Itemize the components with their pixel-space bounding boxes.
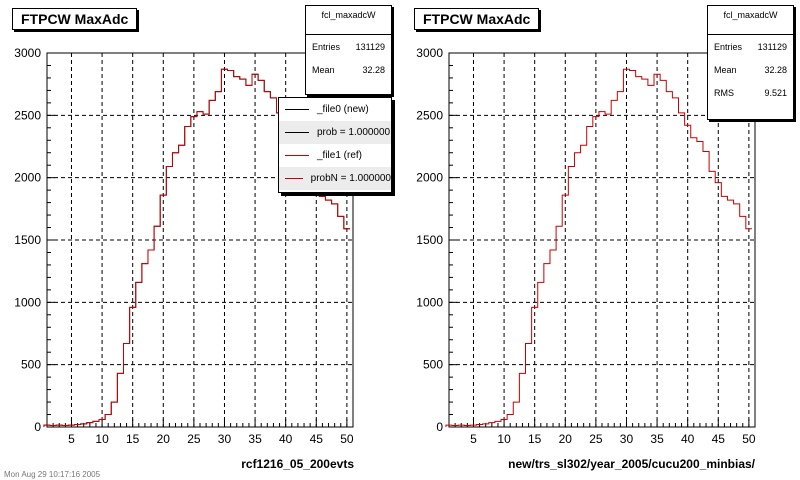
panel2-stats-rms-value: 9.521 [764,87,787,98]
panel2-y-tick-label: 3000 [416,46,443,60]
panel2-y-tick-label: 2500 [416,108,443,122]
panel1-title: FTPCW MaxAdc [12,8,138,30]
panel2-stats-mean-value: 32.28 [764,64,787,75]
panel2-x-tick-label: 35 [650,432,664,446]
panel1-x-axis-label: rcf1216_05_200evts [241,457,354,471]
panel1-stats-entries: Entries 131129 [306,35,391,58]
panel2-x-tick-label: 5 [470,432,477,446]
panel2-stats-entries-label: Entries [714,41,743,52]
panel2-x-tick-label: 25 [589,432,603,446]
panel2-stats-entries-value: 131129 [757,41,787,52]
legend-line-black [285,132,309,133]
legend-item-file1: _file1 (ref) [279,144,391,167]
legend-label-prob: prob = 1.000000 [317,127,391,138]
panel2-stats-entries: Entries 131129 [708,35,793,58]
panel1-stats-mean: Mean 32.28 [306,58,391,81]
timestamp: Mon Aug 29 10:17:16 2005 [4,470,101,479]
panel1-y-tick-label: 1500 [14,233,41,247]
legend-label-file1: _file1 (ref) [317,150,363,161]
panel1-x-tick-label: 45 [310,432,324,446]
panel2-y-tick-label: 1000 [416,295,443,309]
panel2-plot: 5 10 15 20 25 30 35 40 45 50050010001500200025003… [416,46,756,446]
panel1-y-tick-label: 3000 [14,46,41,60]
panel2-stats-name: fcl_maxadcW [708,6,793,35]
panel1-stats-mean-value: 32.28 [362,64,385,75]
legend-item-prob: prob = 1.000000 [279,121,391,144]
legend-line-red [285,178,303,179]
panel2-x-tick-label: 40 [681,432,695,446]
legend-item-probn: probN = 1.000000 [279,167,391,190]
legend-item-file0: _file0 (new) [279,98,391,121]
panel2-stats-rms-label: RMS [714,87,734,98]
panel1-stats-entries-label: Entries [312,41,341,52]
panel2-y-tick-label: 1500 [416,233,443,247]
legend-line-black [285,109,309,110]
panel1-x-tick-label: 20 [157,432,171,446]
panel1-y-tick-label: 2000 [14,171,41,185]
legend-line-red [285,155,309,156]
panel1-x-tick-label: 35 [248,432,262,446]
legend-label-file0: _file0 (new) [317,104,369,115]
panel2-y-tick-label: 500 [423,358,443,372]
panel1-x-tick-label: 25 [187,432,201,446]
panel2-stats-mean-label: Mean [714,64,737,75]
panel1-y-tick-label: 1000 [14,295,41,309]
panel1-y-tick-label: 2500 [14,108,41,122]
panel1-x-tick-label: 30 [218,432,232,446]
panel2-x-tick-label: 50 [742,432,756,446]
panel1-stats-entries-value: 131129 [355,41,385,52]
panel2-y-tick-label: 0 [436,420,443,434]
panel1-y-tick-label: 0 [34,420,41,434]
panel1-legend: _file0 (new) prob = 1.000000 _file1 (ref… [278,97,392,193]
panel2-x-tick-label: 20 [559,432,573,446]
panel1-y-tick-label: 500 [21,358,41,372]
panel2-x-axis-label: new/trs_sl302/year_2005/cucu200_minbias/ [508,457,755,471]
panel2-y-tick-label: 2000 [416,171,443,185]
panel1-stats-mean-label: Mean [312,64,335,75]
panel1-x-tick-label: 10 [95,432,109,446]
panel2-stats-box: fcl_maxadcW Entries 131129 Mean 32.28 RM… [707,5,794,120]
panel2-stats-rms: RMS 9.521 [708,81,793,104]
panel2-x-tick-label: 45 [712,432,726,446]
panel1-stats-box: fcl_maxadcW Entries 131129 Mean 32.28 [305,5,392,95]
panel1-plot: 5 10 15 20 25 30 35 40 45 50050010001500200025003… [14,46,354,446]
panel2-x-tick-label: 15 [528,432,542,446]
panel1-x-tick-label: 5 [68,432,75,446]
panel2-x-tick-label: 30 [620,432,634,446]
legend-label-probn: probN = 1.000000 [310,173,391,184]
panel2-series-0 [445,68,752,427]
panel2-x-tick-label: 10 [497,432,511,446]
panel2-title: FTPCW MaxAdc [414,8,540,30]
panel1-stats-name: fcl_maxadcW [306,6,391,35]
panel1-x-tick-label: 50 [340,432,354,446]
panel1-x-tick-label: 15 [126,432,140,446]
panel2-stats-mean: Mean 32.28 [708,58,793,81]
panel1-x-tick-label: 40 [279,432,293,446]
